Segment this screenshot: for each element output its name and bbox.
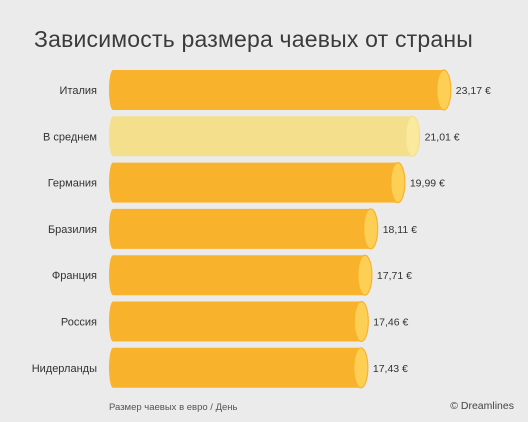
bar-cap bbox=[436, 69, 452, 111]
value-label: 18,11 € bbox=[383, 224, 417, 236]
bar-cap bbox=[353, 347, 369, 389]
category-label: Германия bbox=[48, 178, 97, 190]
bar-4 bbox=[109, 254, 373, 296]
bar-body bbox=[109, 301, 362, 342]
bar-6 bbox=[109, 347, 369, 389]
bar-body bbox=[109, 116, 413, 157]
chart-title: Зависимость размера чаевых от страны bbox=[34, 26, 474, 52]
value-label: 17,43 € bbox=[373, 363, 408, 375]
credit-label: © Dreamlines bbox=[450, 400, 514, 412]
bar-body bbox=[109, 255, 365, 296]
bar-3 bbox=[109, 208, 379, 250]
bar-2 bbox=[109, 162, 406, 204]
category-label: В среднем bbox=[43, 131, 97, 143]
value-label: 17,46 € bbox=[373, 317, 408, 329]
bar-cap bbox=[390, 162, 406, 204]
category-label: Бразилия bbox=[48, 224, 97, 236]
category-label: Италия bbox=[60, 85, 98, 97]
category-label: Россия bbox=[61, 317, 97, 329]
bar-cap bbox=[404, 115, 421, 157]
value-label: 17,71 € bbox=[377, 270, 412, 282]
axis-note: Размер чаевых в евро / День bbox=[109, 402, 238, 413]
bar-5 bbox=[109, 300, 369, 343]
bar-cap bbox=[363, 208, 379, 250]
bar-body bbox=[109, 208, 371, 249]
bar-body bbox=[109, 347, 361, 388]
category-label: Франция bbox=[52, 270, 97, 282]
value-label: 23,17 € bbox=[456, 85, 491, 97]
bar-1 bbox=[109, 115, 421, 157]
bar-0 bbox=[109, 69, 452, 111]
value-label: 21,01 € bbox=[425, 131, 460, 143]
bar-cap bbox=[353, 300, 369, 343]
bar-body bbox=[109, 162, 398, 203]
bar-body bbox=[109, 70, 444, 110]
bar-cap bbox=[357, 254, 373, 296]
value-label: 19,99 € bbox=[410, 178, 445, 190]
category-label: Нидерланды bbox=[32, 363, 97, 375]
